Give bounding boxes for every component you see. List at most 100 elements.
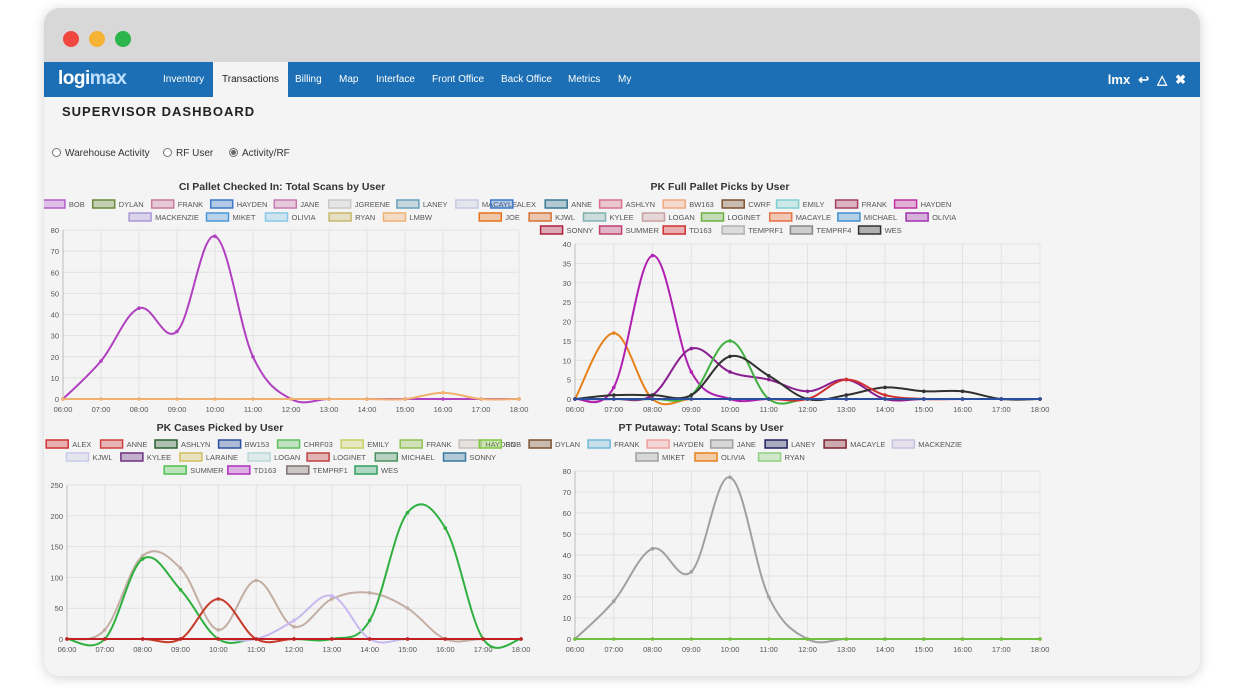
radio-rf-user[interactable]: RF User (163, 148, 213, 159)
data-point-alex (254, 637, 258, 641)
data-point-bob (99, 359, 103, 363)
legend-swatch-hayden (209, 199, 234, 209)
legend-label: BW153 (245, 440, 270, 449)
y-tick-label: 15 (563, 337, 571, 346)
nav-right-tools: lmx ↩ △ ✖ (1100, 62, 1186, 97)
minimize-window-button[interactable] (89, 31, 105, 47)
data-point-kjwl (367, 637, 372, 641)
nav-map[interactable]: Map (339, 74, 359, 85)
data-point-jane (573, 637, 577, 641)
x-tick-label: 16:00 (953, 405, 972, 414)
data-point-hayden (573, 397, 577, 401)
data-point-lmbw (479, 397, 483, 401)
legend-swatch-dylan (528, 439, 552, 449)
legend-swatch-logan (641, 212, 666, 222)
radio-circle-selected-icon (229, 148, 238, 157)
y-tick-label: 10 (563, 356, 571, 365)
x-tick-label: 07:00 (95, 645, 114, 654)
nav-inventory[interactable]: Inventory (163, 74, 205, 85)
data-point-wes (999, 397, 1004, 401)
data-point-olivia (1038, 397, 1042, 401)
radio-activity-rf[interactable]: Activity/RF (229, 148, 290, 159)
x-tick-label: 09:00 (682, 645, 701, 654)
data-point-hayden (1038, 397, 1042, 401)
legend-label: CWRF (748, 200, 771, 209)
logo-text-b: max (89, 68, 127, 89)
x-tick-label: 11:00 (760, 405, 778, 414)
x-tick-label: 09:00 (171, 645, 190, 654)
data-point-jane (767, 595, 771, 599)
data-point-kjwl (65, 637, 69, 641)
data-point-wes (805, 397, 810, 401)
logo[interactable]: logimax (58, 68, 127, 90)
data-point-td163 (650, 397, 655, 401)
close-icon[interactable]: ✖ (1175, 72, 1186, 87)
user-label[interactable]: lmx (1107, 72, 1131, 87)
data-point-td163 (805, 397, 810, 401)
y-tick-label: 200 (50, 512, 63, 521)
x-tick-label: 17:00 (992, 645, 1011, 654)
data-point-td163 (1038, 397, 1042, 401)
data-point-olivia (922, 397, 926, 401)
legend-label: TEMPRF1 (313, 466, 348, 475)
data-point-alex (922, 397, 926, 401)
legend-label: BW163 (689, 200, 714, 209)
y-tick-label: 40 (563, 551, 571, 560)
legend-label: MICHAEL (864, 213, 897, 222)
data-point-joe (728, 397, 732, 401)
x-tick-label: 11:00 (760, 645, 778, 654)
legend-swatch-hayden (646, 439, 670, 449)
data-point-hayden (650, 253, 655, 258)
legend-label: MACKENZIE (155, 213, 199, 222)
data-point-alex (481, 637, 486, 641)
nav-billing[interactable]: Billing (295, 74, 322, 85)
data-point-anne (292, 637, 296, 641)
data-point-anne (103, 637, 107, 641)
legend-label: MIKET (662, 453, 685, 462)
logout-icon[interactable]: ↩ (1138, 72, 1150, 87)
x-tick-label: 06:00 (566, 645, 585, 654)
nav-transactions[interactable]: Transactions (213, 62, 288, 97)
radio-warehouse-activity[interactable]: Warehouse Activity (52, 148, 150, 159)
data-point-summer (443, 526, 448, 530)
data-point-td163 (767, 397, 771, 401)
x-tick-label: 18:00 (512, 645, 531, 654)
data-point-summer (140, 557, 145, 561)
nav-back-office[interactable]: Back Office (501, 74, 552, 85)
data-point-alex (292, 637, 296, 641)
maximize-window-button[interactable] (115, 31, 131, 47)
data-point-hayden (178, 566, 183, 570)
data-point-olivia (960, 397, 965, 401)
nav-metrics[interactable]: Metrics (568, 74, 601, 85)
data-point-bob (767, 637, 771, 641)
nav-interface[interactable]: Interface (376, 74, 415, 85)
x-tick-label: 13:00 (837, 405, 856, 414)
data-point-hayden (65, 637, 69, 641)
data-point-alex (999, 397, 1004, 401)
y-tick-label: 10 (51, 374, 59, 383)
data-point-wes (728, 354, 732, 359)
app-window: logimax Inventory Transactions Billing M… (44, 8, 1200, 676)
y-tick-label: 35 (563, 259, 571, 268)
y-tick-label: 30 (51, 332, 59, 341)
y-tick-label: 20 (563, 593, 571, 602)
data-point-loginet (573, 397, 577, 401)
legend-swatch-chrf03 (276, 439, 301, 449)
nav-front-office[interactable]: Front Office (432, 74, 485, 85)
legend-swatch-laraine (179, 452, 203, 462)
data-point-alex (612, 397, 616, 401)
legend-label: FRANK (426, 440, 451, 449)
data-point-wes (1038, 397, 1042, 401)
legend-swatch-temprf1 (286, 465, 310, 475)
x-tick-label: 07:00 (92, 405, 111, 414)
x-tick-label: 16:00 (436, 645, 455, 654)
y-tick-label: 40 (563, 240, 571, 249)
legend-swatch-miket (205, 212, 230, 222)
close-window-button[interactable] (63, 31, 79, 47)
page-title: SUPERVISOR DASHBOARD (62, 104, 256, 119)
series-line-joe (574, 332, 1040, 406)
nav-my[interactable]: My (618, 74, 632, 85)
data-point-hayden (367, 591, 372, 595)
data-point-lmbw (61, 397, 65, 401)
warning-icon[interactable]: △ (1157, 72, 1168, 87)
